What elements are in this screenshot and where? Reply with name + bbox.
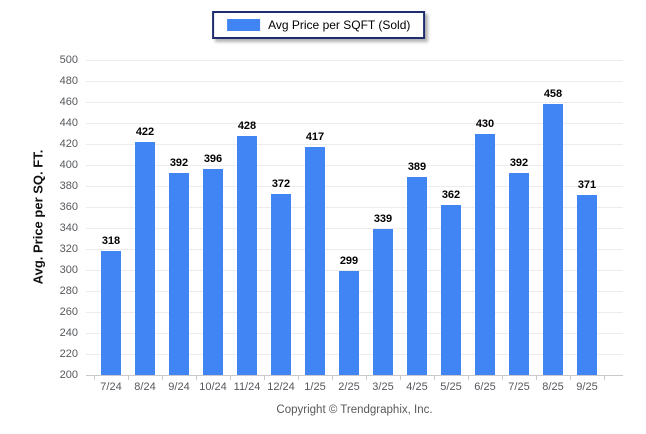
- gridline: [86, 228, 623, 229]
- x-axis-tick-label: 10/24: [199, 381, 227, 393]
- gridline: [86, 186, 623, 187]
- y-axis-tick-label: 400: [59, 159, 78, 171]
- gridline: [86, 249, 623, 250]
- bar: [373, 229, 393, 375]
- bar-value-label: 299: [339, 255, 359, 268]
- y-axis-tick-label: 280: [59, 285, 78, 297]
- gridline: [86, 81, 623, 82]
- x-axis-tick-label: 6/25: [474, 381, 496, 393]
- x-axis-tick-label: 7/25: [508, 381, 530, 393]
- x-axis-tick-mark: [604, 376, 605, 380]
- x-axis-tick-label: 8/24: [134, 381, 156, 393]
- x-axis-tick-label: 7/24: [100, 381, 122, 393]
- gridline: [86, 165, 623, 166]
- x-axis-tick-label: 9/24: [168, 381, 190, 393]
- x-axis-tick-label: 4/25: [406, 381, 428, 393]
- x-axis-tick-label: 12/24: [267, 381, 295, 393]
- y-axis-tick-label: 500: [59, 54, 78, 66]
- bar: [271, 194, 291, 375]
- x-axis-tick-mark: [400, 376, 401, 380]
- bar: [237, 135, 257, 375]
- y-axis-tick-label: 260: [59, 306, 78, 318]
- bar-value-label: 389: [407, 160, 427, 173]
- gridline: [86, 102, 623, 103]
- y-axis-tick-label: 340: [59, 222, 78, 234]
- bar-value-label: 339: [373, 213, 393, 226]
- x-axis-tick-mark: [162, 376, 163, 380]
- x-axis-tick-mark: [94, 376, 95, 380]
- y-axis-tick-label: 360: [59, 201, 78, 213]
- bar: [203, 169, 223, 375]
- x-axis-tick-label: 9/25: [576, 381, 598, 393]
- y-axis-tick-label: 220: [59, 348, 78, 360]
- bar: [509, 173, 529, 375]
- legend-label: Avg Price per SQFT (Sold): [268, 18, 411, 32]
- x-axis-tick-label: 11/24: [233, 381, 261, 393]
- y-axis-tick-label: 200: [59, 369, 78, 381]
- x-axis-tick-mark: [434, 376, 435, 380]
- bar-value-label: 428: [237, 119, 257, 132]
- y-axis-tick-label: 380: [59, 180, 78, 192]
- x-axis-tick-mark: [196, 376, 197, 380]
- x-axis-tick-mark: [366, 376, 367, 380]
- x-axis-tick-mark: [570, 376, 571, 380]
- bar-value-label: 318: [101, 235, 121, 248]
- x-axis-tick-label: 2/25: [338, 381, 360, 393]
- bar-value-label: 396: [203, 153, 223, 166]
- gridline: [86, 60, 623, 61]
- gridline: [86, 270, 623, 271]
- x-axis-tick-label: 5/25: [440, 381, 462, 393]
- x-axis-line: [86, 375, 623, 376]
- gridline: [86, 207, 623, 208]
- y-axis-tick-label: 480: [59, 75, 78, 87]
- legend: Avg Price per SQFT (Sold): [212, 11, 426, 39]
- bar-value-label: 430: [475, 117, 495, 130]
- bar-value-label: 392: [169, 157, 189, 170]
- bar-value-label: 362: [441, 188, 461, 201]
- x-axis-tick-mark: [536, 376, 537, 380]
- bar: [543, 104, 563, 375]
- gridline: [86, 144, 623, 145]
- x-axis-tick-mark: [502, 376, 503, 380]
- bar: [441, 204, 461, 375]
- bar: [407, 176, 427, 375]
- x-axis-tick-mark: [128, 376, 129, 380]
- y-axis-tick-label: 420: [59, 138, 78, 150]
- y-axis-tick-label: 300: [59, 264, 78, 276]
- y-axis-tick-label: 440: [59, 117, 78, 129]
- x-axis-tick-mark: [332, 376, 333, 380]
- y-axis-tick-label: 460: [59, 96, 78, 108]
- x-axis-tick-mark: [468, 376, 469, 380]
- bar: [169, 173, 189, 375]
- bar: [305, 147, 325, 375]
- bar: [577, 195, 597, 375]
- bar: [475, 133, 495, 375]
- bar-value-label: 392: [509, 157, 529, 170]
- bar-value-label: 371: [577, 179, 597, 192]
- bar: [135, 141, 155, 375]
- gridline: [86, 123, 623, 124]
- x-axis-tick-label: 1/25: [304, 381, 326, 393]
- y-axis-tick-label: 240: [59, 327, 78, 339]
- x-axis-tick-mark: [230, 376, 231, 380]
- bar: [101, 251, 121, 375]
- bar: [339, 271, 359, 375]
- x-axis-tick-label: 8/25: [542, 381, 564, 393]
- bar-value-label: 372: [271, 178, 291, 191]
- x-axis-tick-mark: [298, 376, 299, 380]
- y-axis-tick-label: 320: [59, 243, 78, 255]
- x-axis-tick-mark: [264, 376, 265, 380]
- legend-swatch-icon: [227, 19, 261, 31]
- bar-value-label: 417: [305, 131, 325, 144]
- copyright-text: Copyright © Trendgraphix, Inc.: [276, 404, 433, 416]
- x-axis-tick-label: 3/25: [372, 381, 394, 393]
- bar-value-label: 422: [135, 125, 155, 138]
- bar-value-label: 458: [543, 88, 563, 101]
